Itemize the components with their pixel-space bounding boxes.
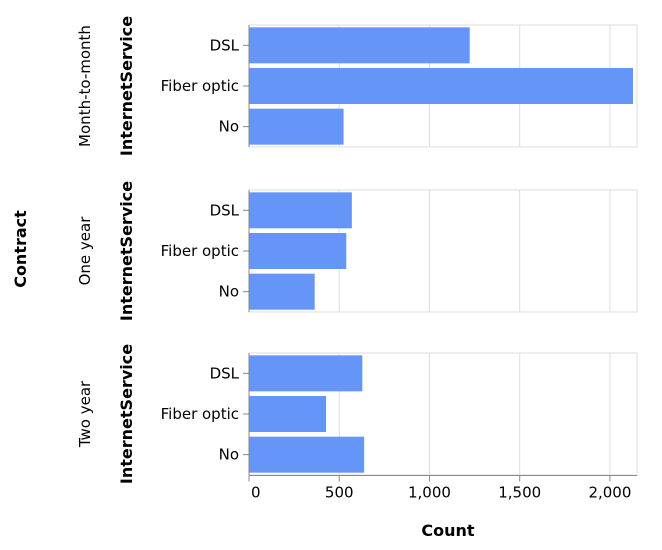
bar [249,192,352,229]
facet-label: One year [76,216,94,286]
y-tick-label: DSL [210,201,240,219]
x-tick-label: 500 [325,484,354,502]
y-tick-label: No [219,446,239,464]
facets: DSL Fiber optic No InternetService Month-to-… [76,16,638,484]
bar [249,396,327,432]
y-tick-label: DSL [210,364,240,382]
y-axis-title: InternetService [117,344,136,484]
bar [249,233,347,269]
y-tick-label: No [219,118,239,136]
x-tick-label: 1,500 [498,484,541,502]
bar [249,436,365,473]
x-tick-label: 0 [251,484,261,502]
facet-label: Two year [76,380,94,448]
y-tick-label: No [219,283,239,301]
facet-0: DSL Fiber optic No InternetService Month-to-… [76,16,638,156]
x-tick-label: 2,000 [588,484,631,502]
y-tick-label: Fiber optic [161,77,239,95]
row-title: Contract [11,210,30,288]
facet-2: DSL Fiber optic No InternetService Two year [76,344,638,484]
facet-1: DSL Fiber optic No InternetService One year [76,181,638,321]
bar [249,108,344,145]
facet-label: Month-to-month [76,25,94,147]
y-tick-label: Fiber optic [161,405,239,423]
x-tick-label: 1,000 [408,484,451,502]
y-axis-title: InternetService [117,16,136,156]
x-axis-title: Count [421,521,475,540]
y-tick-label: DSL [210,36,240,54]
bar [249,27,470,64]
bar [249,273,315,310]
bar [249,68,634,104]
y-axis-title: InternetService [117,181,136,321]
y-tick-label: Fiber optic [161,242,239,260]
bar [249,355,363,392]
x-axis: 0 500 1,000 1,500 2,000 [248,475,637,502]
